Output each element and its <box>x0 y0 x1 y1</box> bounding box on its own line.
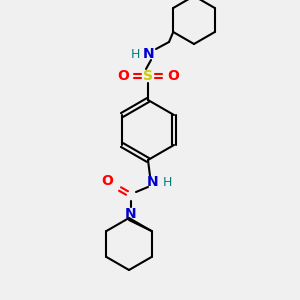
Text: N: N <box>143 47 155 61</box>
Text: O: O <box>117 69 129 83</box>
Text: O: O <box>167 69 179 83</box>
Text: H: H <box>162 176 172 188</box>
Text: S: S <box>143 69 153 83</box>
Text: H: H <box>130 47 140 61</box>
Text: O: O <box>101 174 113 188</box>
Text: N: N <box>125 207 137 221</box>
Text: N: N <box>147 175 159 189</box>
